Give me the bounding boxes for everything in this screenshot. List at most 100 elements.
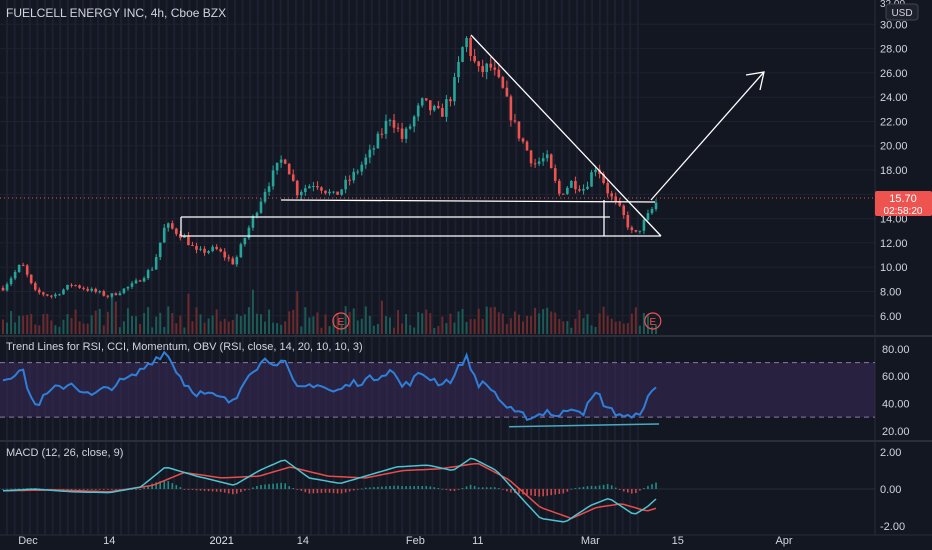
- macd-histogram-bar: [417, 486, 419, 489]
- macd-histogram-bar: [643, 488, 645, 489]
- volume-bar: [18, 315, 21, 334]
- volume-bar: [368, 315, 371, 334]
- volume-bar: [50, 320, 53, 334]
- candle-body: [578, 189, 581, 191]
- macd-histogram-bar: [135, 489, 137, 490]
- macd-histogram-bar: [187, 489, 190, 490]
- candle-body: [110, 293, 114, 297]
- macd-histogram-bar: [518, 489, 520, 494]
- macd-histogram-bar: [155, 482, 157, 489]
- candle-body: [368, 149, 372, 158]
- candle-body: [146, 270, 150, 279]
- volume-bar: [384, 316, 387, 334]
- volume-bar: [300, 326, 303, 334]
- volume-bar: [26, 314, 29, 334]
- macd-histogram-bar: [219, 489, 222, 492]
- volume-bar: [38, 325, 41, 334]
- macd-histogram-bar: [369, 487, 371, 489]
- macd-histogram-bar: [179, 487, 182, 489]
- macd-histogram-bar: [639, 489, 641, 491]
- volume-bar: [312, 316, 315, 334]
- candle-body: [416, 105, 420, 117]
- time-tick-label: Dec: [18, 535, 38, 547]
- candle-body: [449, 99, 452, 102]
- volume-bar: [578, 309, 581, 334]
- candle-body: [424, 98, 428, 101]
- macd-histogram-bar: [614, 487, 617, 489]
- macd-histogram-bar: [316, 489, 319, 494]
- candle-body: [320, 187, 323, 191]
- candle-body: [574, 180, 577, 190]
- volume-bar: [574, 318, 577, 334]
- candle-body: [166, 223, 170, 228]
- candle-body: [171, 223, 174, 229]
- macd-histogram-bar: [360, 488, 363, 490]
- volume-bar: [530, 315, 533, 334]
- candle-body: [13, 271, 17, 279]
- candle-body: [344, 179, 347, 190]
- rsi-pane-title: Trend Lines for RSI, CCI, Momentum, OBV …: [6, 341, 363, 353]
- volume-bar: [110, 295, 113, 334]
- macd-tick-label: 0.00: [880, 484, 901, 496]
- macd-histogram-bar: [502, 489, 504, 490]
- candle-body: [295, 180, 299, 196]
- volume-bar: [360, 318, 363, 334]
- volume-bar: [477, 308, 480, 334]
- triangle-downtrend-line: [470, 34, 662, 237]
- macd-histogram-bar: [211, 489, 214, 492]
- time-tick-label: 14: [103, 535, 115, 547]
- volume-bar: [594, 327, 597, 334]
- macd-histogram-bar: [437, 487, 440, 489]
- volume-bar: [614, 321, 617, 334]
- candle-body: [106, 295, 110, 297]
- volume-bar: [239, 316, 242, 334]
- macd-histogram-bar: [485, 487, 488, 489]
- macd-histogram-bar: [469, 484, 472, 489]
- volume-bar: [46, 313, 49, 334]
- candle-body: [78, 285, 81, 288]
- volume-bar: [272, 322, 275, 334]
- volume-bar: [94, 310, 97, 334]
- volume-bar: [493, 306, 496, 334]
- candle-body: [187, 235, 190, 246]
- volume-bar: [151, 327, 154, 334]
- candle-body: [521, 138, 525, 142]
- volume-bar: [255, 313, 258, 334]
- macd-histogram-bar: [195, 489, 198, 491]
- macd-histogram-bar: [381, 486, 383, 489]
- volume-bar: [542, 309, 545, 334]
- macd-histogram-bar: [429, 486, 432, 489]
- volume-bar: [316, 312, 319, 334]
- rsi-tick-label: 60.00: [882, 371, 910, 383]
- macd-histogram-bar: [421, 486, 424, 489]
- candle-body: [509, 96, 513, 121]
- candle-body: [336, 191, 339, 195]
- volume-bar: [251, 289, 254, 334]
- volume-bar: [215, 309, 218, 334]
- volume-bar: [630, 313, 633, 334]
- volume-bar: [163, 326, 166, 334]
- candle-body: [525, 141, 529, 151]
- macd-histogram-bar: [465, 486, 468, 489]
- volume-bar: [292, 309, 295, 334]
- macd-histogram-bar: [111, 489, 113, 490]
- volume-bar: [203, 322, 206, 334]
- volume-bar: [393, 327, 396, 334]
- macd-histogram-bar: [10, 488, 12, 490]
- macd-histogram-bar: [304, 489, 307, 493]
- earnings-marker-icon: [644, 312, 662, 330]
- volume-bar: [58, 326, 61, 334]
- volume-bar: [211, 315, 214, 334]
- candle-body: [134, 280, 138, 284]
- macd-histogram-bar: [352, 489, 355, 491]
- macd-histogram-bar: [413, 486, 415, 489]
- volume-bar: [62, 319, 65, 334]
- time-tick-label: 2021: [209, 535, 233, 547]
- macd-histogram-bar: [425, 486, 428, 489]
- price-tick-label: 12.00: [880, 238, 908, 250]
- volume-bar: [126, 308, 129, 334]
- candle-body: [50, 295, 53, 297]
- candle-body: [437, 105, 440, 108]
- candle-body: [223, 251, 227, 258]
